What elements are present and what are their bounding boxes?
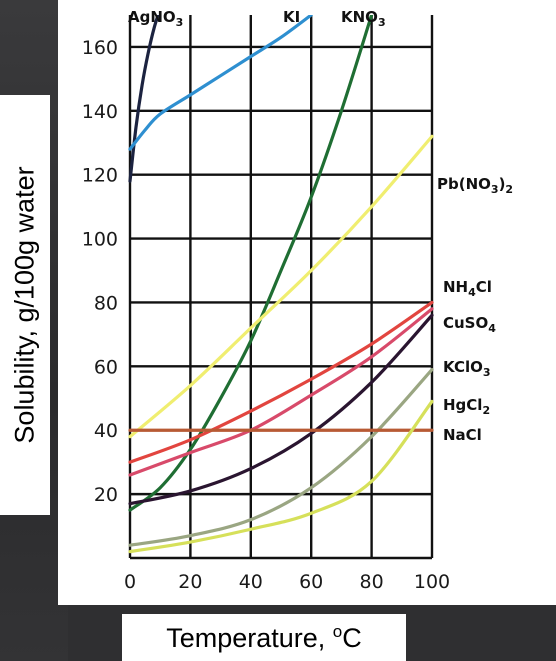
series-label-pb-no3-2: Pb(NO3)2 — [437, 175, 513, 196]
x-tick-label: 40 — [239, 571, 263, 593]
y-tick-labels: 20 40 60 80 100 120 140 160 — [82, 37, 118, 506]
series-label-kclo3: KClO3 — [443, 358, 491, 379]
grid — [128, 15, 434, 560]
y-tick-label: 140 — [82, 101, 118, 123]
series-line-kclo3 — [128, 313, 434, 506]
x-tick-label: 20 — [178, 571, 202, 593]
series-line-cuso4 — [128, 307, 434, 477]
x-tick-label: 60 — [299, 571, 323, 593]
series-line-agno3 — [128, 15, 160, 183]
series-label-agno3: AgNO3 — [128, 8, 183, 29]
y-tick-label: 40 — [94, 420, 118, 442]
y-tick-label: 120 — [82, 165, 118, 187]
series-label-nh4cl: NH4Cl — [443, 278, 492, 299]
y-tick-label: 160 — [82, 37, 118, 59]
x-tick-labels: 0 20 40 60 80 100 — [124, 571, 450, 593]
x-tick-label: 80 — [360, 571, 384, 593]
series-label-hgcl2: HgCl2 — [443, 396, 490, 417]
x-tick-label: 0 — [124, 571, 136, 593]
x-axis-label-degree: o — [332, 622, 343, 641]
series-label-nacl: NaCl — [443, 426, 482, 444]
y-tick-label: 100 — [82, 229, 118, 251]
series-line-unlabeled — [128, 399, 434, 554]
series-line-kno3 — [128, 15, 374, 512]
curves — [128, 15, 434, 554]
series-label-kno3: KNO3 — [341, 8, 386, 29]
y-tick-label: 80 — [94, 292, 118, 314]
x-axis-label-box: Temperature, oC — [122, 614, 406, 661]
x-axis-label: Temperature, oC — [122, 622, 406, 654]
series-labels: AgNO3 KI KNO3 Pb(NO3)2 NH4Cl CuSO4 KClO3 HgCl2 N… — [128, 8, 513, 444]
series-line-pb-no3-2 — [128, 134, 434, 439]
series-label-ki: KI — [283, 8, 300, 26]
y-tick-label: 60 — [94, 356, 118, 378]
series-line-ki — [128, 15, 313, 151]
y-tick-label: 20 — [94, 484, 118, 506]
x-axis-label-text: Temperature, — [166, 623, 333, 653]
series-label-cuso4: CuSO4 — [443, 314, 496, 335]
x-tick-label: 100 — [414, 571, 450, 593]
series-line-hgcl2 — [128, 367, 434, 547]
y-axis-label-box — [0, 95, 50, 515]
series-line-nh4cl — [128, 300, 434, 464]
x-axis-label-unit: C — [342, 623, 362, 653]
